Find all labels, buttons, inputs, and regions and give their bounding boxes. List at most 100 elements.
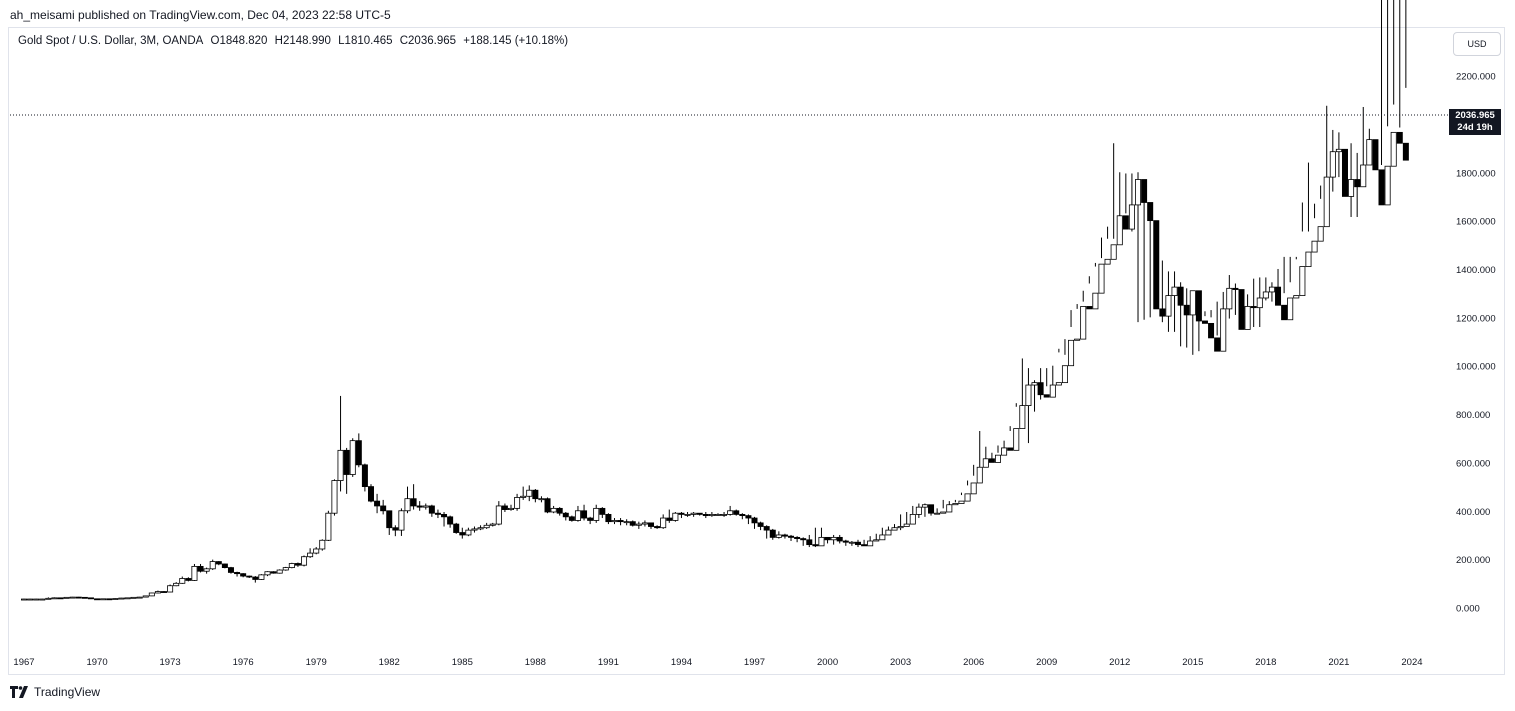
candle-up[interactable] bbox=[1329, 151, 1336, 178]
candle-down[interactable] bbox=[294, 563, 301, 566]
candle-up[interactable] bbox=[112, 598, 119, 600]
candle-up[interactable] bbox=[903, 523, 910, 527]
candle-up[interactable] bbox=[684, 514, 691, 516]
candle-down[interactable] bbox=[416, 505, 423, 508]
candle-up[interactable] bbox=[1268, 286, 1275, 293]
candle-down[interactable] bbox=[1214, 337, 1221, 352]
candle-up[interactable] bbox=[635, 523, 642, 526]
candle-down[interactable] bbox=[678, 512, 685, 515]
candle-up[interactable] bbox=[489, 523, 496, 526]
candle-up[interactable] bbox=[258, 574, 265, 580]
candle-down[interactable] bbox=[1372, 139, 1379, 171]
candle-up[interactable] bbox=[1074, 338, 1081, 341]
candle-up[interactable] bbox=[27, 598, 34, 601]
candle-up[interactable] bbox=[1055, 382, 1062, 386]
candle-down[interactable] bbox=[757, 522, 764, 527]
candle-down[interactable] bbox=[367, 486, 374, 502]
candle-up[interactable] bbox=[958, 500, 965, 504]
candle-down[interactable] bbox=[605, 514, 612, 523]
candle-up[interactable] bbox=[1366, 139, 1373, 166]
candle-down[interactable] bbox=[532, 489, 539, 500]
candle-up[interactable] bbox=[1135, 179, 1142, 206]
candle-up[interactable] bbox=[1013, 428, 1020, 451]
candle-down[interactable] bbox=[81, 596, 88, 599]
candle-down[interactable] bbox=[1183, 304, 1190, 316]
candle-up[interactable] bbox=[1128, 204, 1135, 230]
candle-up[interactable] bbox=[319, 539, 326, 550]
candle-down[interactable] bbox=[1275, 286, 1282, 306]
candle-up[interactable] bbox=[897, 526, 904, 529]
candle-up[interactable] bbox=[891, 527, 898, 531]
candle-up[interactable] bbox=[526, 489, 533, 497]
candle-up[interactable] bbox=[471, 528, 478, 531]
candle-up[interactable] bbox=[641, 522, 648, 525]
candle-down[interactable] bbox=[1153, 220, 1160, 310]
candle-up[interactable] bbox=[1299, 266, 1306, 296]
candle-down[interactable] bbox=[215, 561, 222, 565]
candle-up[interactable] bbox=[337, 449, 344, 481]
candle-down[interactable] bbox=[629, 521, 636, 526]
candle-up[interactable] bbox=[1226, 287, 1233, 310]
candle-up[interactable] bbox=[1061, 365, 1068, 384]
candle-down[interactable] bbox=[1177, 286, 1184, 306]
candle-down[interactable] bbox=[794, 536, 801, 539]
candle-down[interactable] bbox=[106, 598, 113, 601]
candle-up[interactable] bbox=[477, 527, 484, 530]
candle-down[interactable] bbox=[234, 572, 241, 575]
candle-up[interactable] bbox=[1171, 286, 1178, 296]
candle-down[interactable] bbox=[94, 598, 101, 601]
candle-down[interactable] bbox=[556, 507, 563, 514]
candle-down[interactable] bbox=[763, 526, 770, 531]
candle-up[interactable] bbox=[909, 514, 916, 525]
candle-down[interactable] bbox=[185, 578, 192, 581]
candle-up[interactable] bbox=[1220, 308, 1227, 352]
candle-down[interactable] bbox=[1037, 382, 1044, 396]
candle-down[interactable] bbox=[221, 563, 228, 569]
candle-up[interactable] bbox=[124, 597, 131, 600]
candle-down[interactable] bbox=[928, 504, 935, 514]
candle-down[interactable] bbox=[459, 532, 466, 536]
candle-down[interactable] bbox=[562, 512, 569, 518]
candle-up[interactable] bbox=[45, 597, 52, 600]
candle-up[interactable] bbox=[867, 540, 874, 547]
candle-up[interactable] bbox=[1384, 165, 1391, 206]
candle-up[interactable] bbox=[1110, 244, 1117, 260]
candle-up[interactable] bbox=[1244, 306, 1251, 330]
candle-up[interactable] bbox=[507, 507, 514, 510]
candle-down[interactable] bbox=[161, 591, 168, 593]
candle-down[interactable] bbox=[453, 523, 460, 533]
candle-up[interactable] bbox=[282, 567, 289, 571]
candle-up[interactable] bbox=[1335, 148, 1342, 153]
candle-up[interactable] bbox=[63, 596, 70, 599]
candle-up[interactable] bbox=[349, 440, 356, 475]
candle-down[interactable] bbox=[1208, 322, 1215, 339]
candle-down[interactable] bbox=[739, 514, 746, 517]
candle-down[interactable] bbox=[581, 510, 588, 519]
candle-down[interactable] bbox=[781, 534, 788, 537]
candle-up[interactable] bbox=[173, 582, 180, 587]
candle-up[interactable] bbox=[495, 505, 502, 525]
candle-up[interactable] bbox=[1311, 240, 1318, 253]
candle-down[interactable] bbox=[1232, 287, 1239, 290]
candle-down[interactable] bbox=[1354, 179, 1361, 188]
candle-down[interactable] bbox=[836, 536, 843, 542]
candle-up[interactable] bbox=[1116, 215, 1123, 246]
candle-up[interactable] bbox=[154, 591, 161, 594]
candle-up[interactable] bbox=[921, 504, 928, 508]
candle-down[interactable] bbox=[1195, 290, 1202, 322]
candle-up[interactable] bbox=[1390, 131, 1397, 167]
candle-up[interactable] bbox=[818, 536, 825, 547]
candle-up[interactable] bbox=[1287, 297, 1294, 321]
candle-down[interactable] bbox=[240, 573, 247, 577]
candle-up[interactable] bbox=[708, 514, 715, 517]
candle-up[interactable] bbox=[483, 524, 490, 529]
candle-down[interactable] bbox=[270, 571, 277, 574]
candle-down[interactable] bbox=[769, 529, 776, 538]
candle-up[interactable] bbox=[1293, 295, 1300, 299]
candle-up[interactable] bbox=[995, 454, 1002, 463]
candle-up[interactable] bbox=[721, 514, 728, 516]
candle-up[interactable] bbox=[1256, 297, 1263, 309]
candle-down[interactable] bbox=[812, 544, 819, 547]
candle-down[interactable] bbox=[428, 505, 435, 514]
candle-down[interactable] bbox=[1086, 306, 1093, 310]
